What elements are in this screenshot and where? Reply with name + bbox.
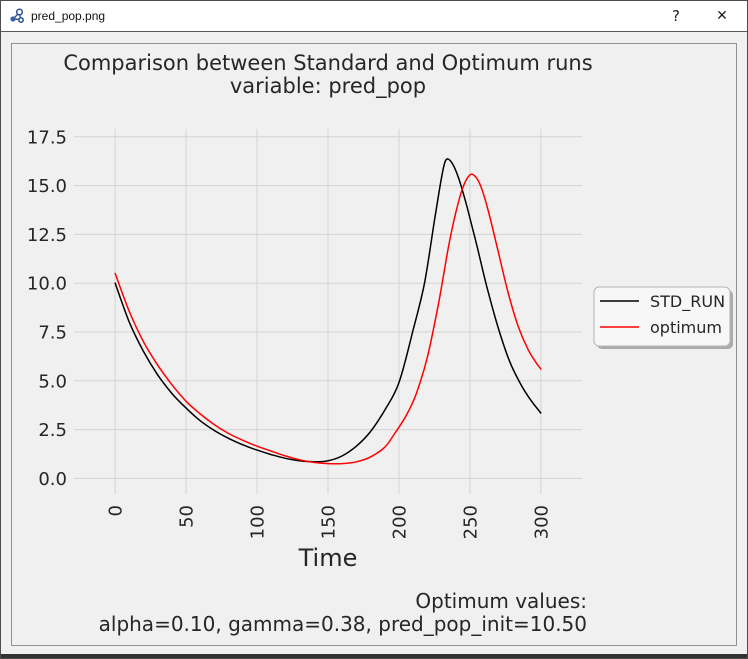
y-tick-label: 15.0 [27, 176, 67, 197]
titlebar[interactable]: pred_pop.png ? ✕ [1, 1, 747, 32]
x-tick-label: 50 [177, 505, 198, 528]
legend: STD_RUN optimum [593, 286, 733, 349]
x-tick-label: 100 [248, 505, 269, 539]
y-tick-label: 10.0 [27, 274, 67, 295]
app-icon [9, 8, 25, 24]
legend-label-optimum: optimum [650, 318, 722, 337]
chart-subtitle: variable: pred_pop [230, 74, 426, 99]
x-tick-label: 150 [319, 505, 340, 539]
y-tick-label: 0.0 [38, 469, 67, 490]
help-button[interactable]: ? [661, 1, 691, 31]
y-tick-label: 17.5 [27, 127, 67, 148]
y-tick-label: 7.5 [38, 322, 67, 343]
x-tick-label: 0 [106, 505, 127, 516]
x-tick-label: 200 [389, 505, 410, 539]
y-tick-label: 5.0 [38, 371, 67, 392]
curve-optimum [114, 173, 542, 465]
close-button[interactable]: ✕ [707, 1, 737, 31]
curve-std_run [114, 158, 542, 463]
chart-title: Comparison between Standard and Optimum … [63, 51, 592, 75]
x-tick-label: 300 [531, 505, 552, 539]
y-tick-label: 2.5 [38, 420, 67, 441]
window-title: pred_pop.png [31, 9, 106, 23]
grid-lines [74, 129, 582, 494]
annotation-values: alpha=0.10, gamma=0.38, pred_pop_init=10… [99, 612, 587, 636]
window-bottom-edge [1, 654, 747, 658]
y-tick-label: 12.5 [27, 225, 67, 246]
x-axis-label: Time [298, 544, 358, 572]
x-tick-label: 250 [460, 505, 481, 539]
figure-canvas: 0 50 100 150 200 250 300 0.0 2.5 5.0 7.5 10.0 12.5 15… [11, 43, 737, 646]
series-curves [114, 158, 542, 465]
annotation-heading: Optimum values: [415, 589, 587, 613]
axis-tick-labels: 0 50 100 150 200 250 300 0.0 2.5 5.0 7.5 10.0 12.5 15… [27, 127, 552, 539]
plot-svg: 0 50 100 150 200 250 300 0.0 2.5 5.0 7.5 10.0 12.5 15… [27, 51, 733, 636]
legend-label-std-run: STD_RUN [650, 292, 725, 312]
